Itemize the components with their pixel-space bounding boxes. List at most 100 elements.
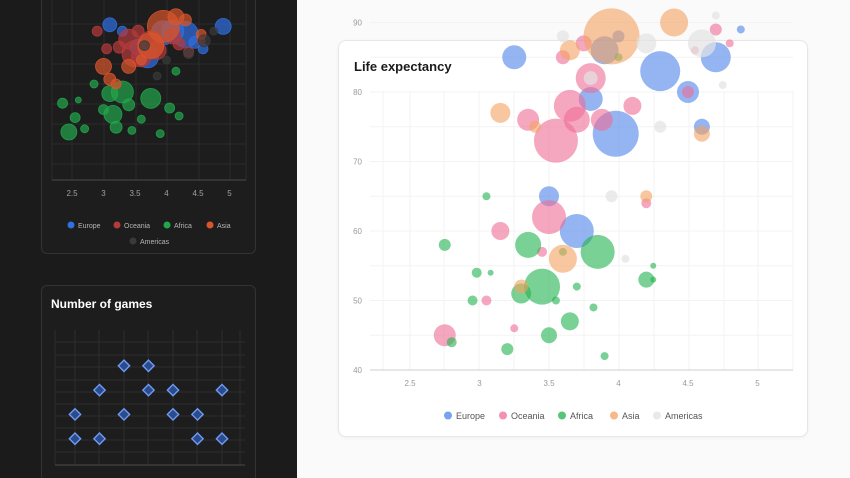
bubble-asia [514,279,529,294]
dark-bubble-europe [214,17,232,35]
bubble-americas [636,33,657,54]
dark-legend-label-africa: Africa [174,223,192,230]
bubble-oceania [481,295,492,306]
bubble-africa [580,234,615,269]
dark-bubble-africa [164,102,176,114]
bubble-africa [471,267,482,278]
dark-bubble-oceania [112,40,126,54]
bubble-africa [482,192,491,201]
dark-bubble-africa [174,111,184,121]
dark-bubble-africa [101,85,119,102]
bubble-americas [654,120,667,133]
dark-bubble-africa [74,96,82,104]
y-tick-label: 40 [353,366,362,375]
dark-bubble-americas [152,71,162,81]
bubble-europe [502,45,527,70]
dark-bubble-europe [102,17,118,33]
bubble-oceania [682,86,694,98]
bubble-americas [605,190,618,203]
dark-bubble-asia [178,13,192,27]
games-diamond-marker [92,383,107,397]
dark-bubble-asia [95,58,112,75]
bubble-africa [638,271,655,288]
dark-x-tick-label: 5 [227,189,232,198]
bubble-asia [583,8,640,65]
legend-label-oceania: Oceania [511,411,545,421]
bubble-africa [438,238,451,251]
bubble-americas [718,81,727,90]
y-tick-label: 80 [353,88,362,97]
dark-bubble-africa [109,120,123,134]
dark-bubble-africa [57,97,68,109]
bubble-oceania [590,108,613,131]
games-diamond-marker [215,383,229,397]
bubble-europe [640,51,681,92]
bubble-americas [583,71,598,86]
dark-bubble-africa [60,123,78,141]
legend-swatch-africa [558,411,566,420]
legend-label-africa: Africa [570,411,593,421]
dark-bubble-asia [135,54,147,66]
bubble-oceania [532,200,566,235]
y-tick-label: 50 [353,297,362,306]
y-tick-label: 70 [353,158,362,167]
legend-label-europe: Europe [456,411,485,421]
bubble-americas [621,254,630,263]
bubble-africa [650,262,657,269]
y-tick-label: 60 [353,227,362,236]
legend-label-asia: Asia [622,411,640,421]
dark-x-tick-label: 3 [101,189,106,198]
legend-swatch-europe [444,411,452,420]
bubble-oceania [533,118,578,163]
legend-swatch-oceania [499,411,507,420]
bubble-africa [501,343,514,356]
legend-swatch-asia [610,411,618,420]
bubble-africa [650,276,657,283]
bubble-oceania [623,96,642,115]
bubble-africa [551,296,560,305]
bubble-africa [515,231,542,258]
bubble-europe [736,25,745,34]
bubble-africa [524,268,561,305]
bubble-asia [640,190,653,203]
dark-x-tick-label: 3.5 [129,189,141,198]
y-tick-label: 90 [353,19,362,28]
dark-bubble-americas [139,40,150,51]
bubble-africa [446,337,457,348]
bubble-asia [559,40,580,61]
games-diamond-marker [141,383,156,397]
dark-legend-label-americas: Americas [140,239,170,246]
bubble-americas [711,11,720,20]
dark-bubble-americas [209,26,219,36]
bubble-africa [467,295,478,306]
bubble-oceania [725,39,734,48]
games-diamond-marker [190,432,205,446]
bubble-americas [687,29,716,58]
bubble-oceania [491,222,510,240]
dark-legend-label-asia: Asia [217,223,231,230]
dark-legend-swatch-americas [129,237,137,245]
dark-legend-swatch-africa [163,221,171,229]
bubble-europe [559,214,594,248]
bubble-asia [660,8,689,37]
dark-bubble-americas [162,55,171,65]
dark-bubble-oceania [172,37,186,51]
bubble-africa [572,282,581,291]
dark-legend-swatch-asia [206,221,214,229]
dark-bubble-africa [155,129,165,139]
dark-bubble-africa [136,114,146,124]
dark-bubble-africa [140,88,162,109]
games-diamond-marker [190,407,205,422]
bubble-africa [487,269,494,276]
x-tick-label: 4 [616,379,621,388]
dark-bubble-africa [69,112,81,123]
x-tick-label: 4.5 [682,379,694,388]
legend-label-americas: Americas [665,411,703,421]
dark-legend-label-europe: Europe [78,223,101,230]
dark-bubble-africa [80,124,89,134]
dark-bubble-americas [183,48,194,59]
dark-bubble-africa [122,98,136,112]
dark-bubble-asia [121,59,137,74]
bubble-asia [490,102,511,123]
